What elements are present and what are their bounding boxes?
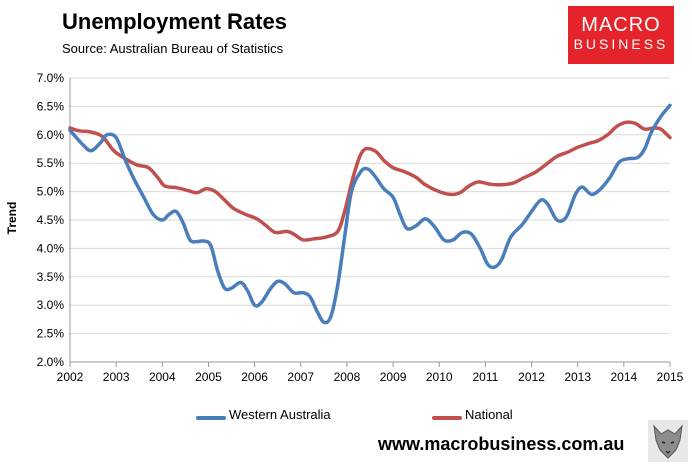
legend-label-western-australia: Western Australia [229, 407, 331, 422]
x-tick-label: 2011 [472, 370, 498, 384]
y-axis-label: Trend [5, 202, 19, 235]
x-tick-label: 2012 [518, 370, 545, 384]
x-tick-label: 2004 [149, 370, 176, 384]
x-tick-label: 2002 [57, 370, 84, 384]
x-tick-label: 2003 [103, 370, 130, 384]
gridlines [70, 77, 670, 335]
x-tick-label: 2005 [195, 370, 222, 384]
series-lines [68, 103, 672, 325]
legend-label-national: National [465, 407, 513, 422]
y-tick-label: 4.0% [37, 241, 65, 255]
logo-line-1: MACRO [581, 14, 661, 36]
series-line-national [68, 120, 672, 242]
x-tick-label: 2009 [380, 370, 407, 384]
x-tick-label: 2015 [657, 370, 684, 384]
website-url: www.macrobusiness.com.au [378, 434, 625, 454]
logo-line-2: BUSINESS [573, 36, 669, 52]
y-tick-label: 7.0% [37, 71, 65, 85]
y-tick-label: 6.5% [37, 99, 65, 113]
x-tick-label: 2013 [564, 370, 591, 384]
y-tick-label: 6.0% [37, 128, 65, 142]
legend-swatch-western-australia [196, 416, 226, 420]
legend-swatch-national [432, 416, 462, 420]
unemployment-line-chart: 2.0% 2.5% 3.0% 3.5% 4.0% 4.5% 5.0% 5.5% 6.0% 6.5%… [5, 71, 684, 384]
x-tick-label: 2010 [426, 370, 453, 384]
wolf-logo-icon [648, 420, 688, 462]
axes [69, 78, 671, 367]
series-line-western-australia [68, 103, 672, 325]
x-tick-label: 2006 [241, 370, 268, 384]
y-tick-label: 2.5% [37, 327, 65, 341]
y-tick-label: 5.0% [37, 185, 65, 199]
y-tick-label: 5.5% [37, 156, 65, 170]
x-tick-label: 2008 [334, 370, 361, 384]
x-tick-label: 2007 [287, 370, 314, 384]
y-tick-label: 3.5% [37, 270, 65, 284]
y-tick-label: 3.0% [37, 298, 65, 312]
y-tick-label: 2.0% [37, 355, 65, 369]
y-tick-label: 4.5% [37, 213, 65, 227]
chart-subtitle: Source: Australian Bureau of Statistics [62, 41, 284, 56]
chart-title: Unemployment Rates [62, 9, 287, 34]
x-tick-label: 2014 [610, 370, 637, 384]
macrobusiness-logo: MACRO BUSINESS [568, 6, 674, 64]
y-tick-labels: 2.0% 2.5% 3.0% 3.5% 4.0% 4.5% 5.0% 5.5% 6.0% 6.5%… [37, 71, 65, 369]
x-tick-labels: 2002 2003 2004 2005 2006 2007 2008 2009 2010 2011… [57, 370, 684, 384]
